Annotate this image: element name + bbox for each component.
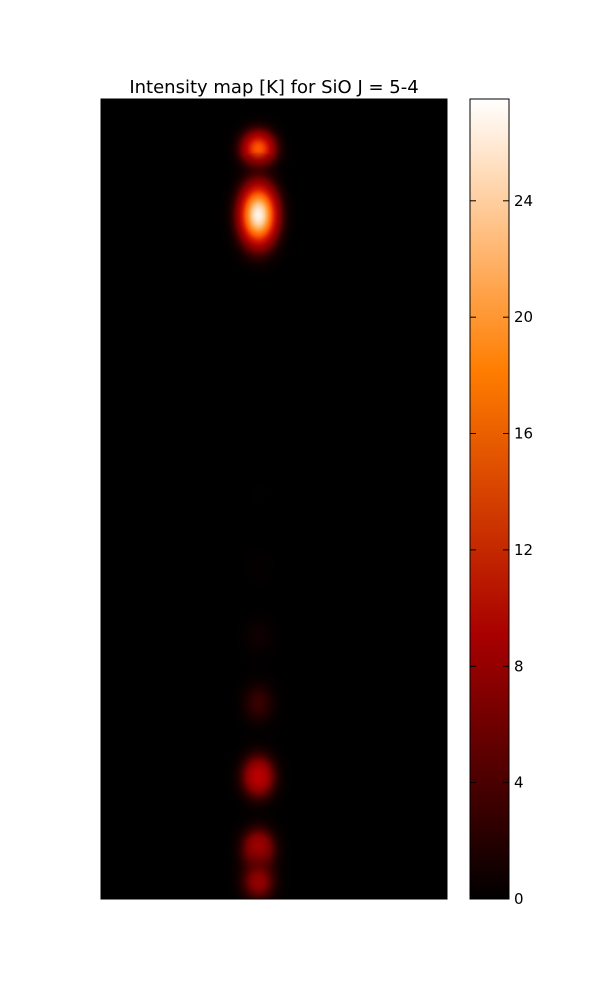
colorbar-tick-label: 4	[514, 774, 524, 792]
colorbar-frame	[469, 98, 510, 900]
intensity-source-5	[222, 521, 295, 613]
intensity-source-7	[222, 657, 295, 749]
intensity-source-6	[222, 590, 295, 683]
intensity-source-8	[222, 730, 295, 823]
intensity-source-3	[222, 373, 295, 465]
colorbar-tick-label: 16	[514, 425, 533, 443]
colorbar	[470, 99, 509, 899]
colorbar-tick-label: 8	[514, 657, 524, 675]
colorbar-tick-label: 20	[514, 308, 533, 326]
intensity-source-10	[222, 839, 295, 899]
colorbar-tick-label: 24	[514, 192, 533, 210]
colorbar-ticks: 0 4 8 12 16 20 24	[470, 192, 533, 908]
colorbar-tick-label: 12	[514, 541, 533, 559]
chart-title: Intensity map [K] for SiO J = 5-4	[129, 77, 418, 98]
intensity-source-2	[219, 152, 298, 278]
intensity-source-4	[222, 449, 295, 541]
colorbar-tick-label: 0	[514, 890, 524, 908]
intensity-map	[219, 111, 298, 899]
intensity-map-frame	[100, 98, 448, 900]
